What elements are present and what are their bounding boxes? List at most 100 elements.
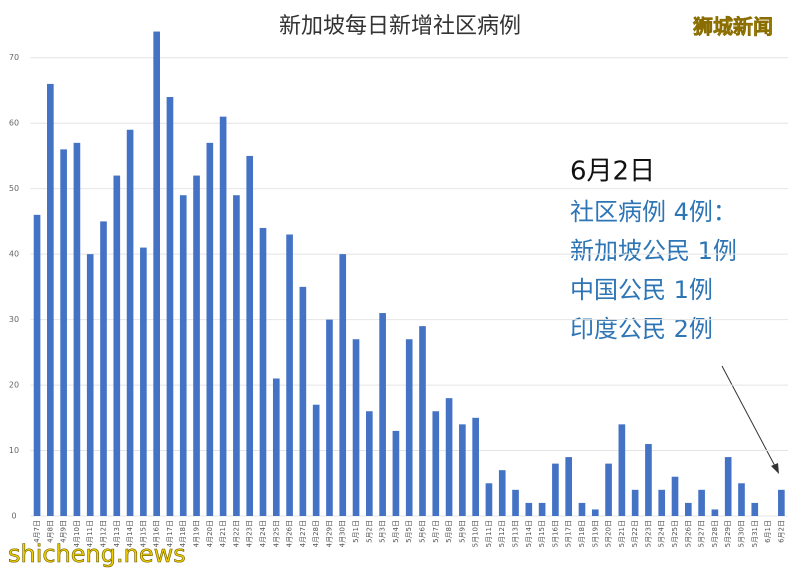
x-tick-label: 6月1日 <box>764 520 772 543</box>
bar <box>47 83 54 517</box>
bar <box>459 424 466 516</box>
bar <box>724 457 732 516</box>
bar <box>778 489 785 516</box>
bar <box>379 313 386 516</box>
bar <box>259 227 267 517</box>
bar <box>113 175 121 516</box>
bar <box>565 457 573 516</box>
bar <box>60 149 67 517</box>
x-tick-label: 6月2日 <box>777 520 785 543</box>
bar <box>512 489 519 516</box>
x-tick-label: 5月12日 <box>498 520 506 547</box>
annotation-date: 6月2日 <box>570 157 655 187</box>
annotation-line: 新加坡公民 1例 <box>570 237 737 265</box>
bar <box>286 234 293 516</box>
x-tick-label: 5月7日 <box>432 520 440 543</box>
chart-title: 新加坡每日新增社区病例 <box>279 14 521 39</box>
x-tick-label: 5月29日 <box>724 520 732 547</box>
bar <box>233 195 240 517</box>
bar <box>219 116 227 517</box>
x-tick-label: 4月7日 <box>33 520 41 543</box>
bar <box>206 142 214 516</box>
x-tick-label: 5月11日 <box>485 520 493 547</box>
bar <box>126 129 134 516</box>
bar <box>645 443 652 516</box>
x-tick-label: 5月28日 <box>711 520 719 547</box>
x-tick-label: 4月25日 <box>272 520 280 547</box>
annotation-line: 中国公民 1例 <box>570 276 713 304</box>
bar <box>445 398 453 516</box>
bar <box>73 142 81 516</box>
x-tick-label: 5月2日 <box>365 520 373 543</box>
x-tick-label: 5月15日 <box>538 520 546 547</box>
bar <box>33 214 41 516</box>
bar <box>751 502 759 516</box>
bar <box>166 97 174 516</box>
x-tick-label: 4月21日 <box>219 520 227 547</box>
x-tick-label: 5月21日 <box>618 520 626 547</box>
bar <box>711 509 719 516</box>
x-tick-label: 4月15日 <box>139 520 147 547</box>
bar <box>140 247 147 516</box>
bar <box>352 339 360 516</box>
bar <box>179 195 187 517</box>
y-tick-label: 60 <box>9 119 19 128</box>
arrow-head <box>771 463 779 474</box>
bar <box>498 470 506 516</box>
arrow <box>721 365 777 469</box>
bar <box>299 286 307 516</box>
bar <box>591 509 599 516</box>
y-tick-label: 50 <box>9 184 19 193</box>
bar <box>738 483 745 516</box>
y-tick-label: 70 <box>9 53 19 62</box>
bar <box>605 463 612 516</box>
annotation-line: 社区病例 4例： <box>570 198 737 226</box>
bar <box>658 489 666 516</box>
bar <box>419 326 426 516</box>
bar <box>578 502 586 516</box>
y-tick-label: 20 <box>9 381 19 390</box>
x-tick-label: 4月28日 <box>312 520 320 547</box>
x-tick-label: 4月18日 <box>179 520 187 547</box>
x-tick-label: 5月20日 <box>605 520 613 547</box>
x-tick-label: 4月19日 <box>193 520 201 547</box>
bar <box>684 502 692 516</box>
bar <box>392 430 400 516</box>
bar <box>100 221 107 516</box>
bar <box>326 319 333 516</box>
bar <box>525 502 533 516</box>
bar <box>272 378 280 516</box>
x-tick-label: 4月14日 <box>126 520 134 547</box>
bar <box>538 502 546 516</box>
bar <box>618 424 626 516</box>
bar <box>153 31 160 517</box>
x-tick-label: 5月14日 <box>525 520 533 547</box>
x-tick-label: 5月3日 <box>379 520 387 543</box>
bar <box>631 489 639 516</box>
y-tick-label: 10 <box>9 446 19 455</box>
y-tick-label: 0 <box>11 512 16 521</box>
x-tick-label: 5月13日 <box>512 520 520 547</box>
bar <box>405 339 413 516</box>
x-tick-label: 5月5日 <box>405 520 413 543</box>
x-tick-label: 4月26日 <box>286 520 294 547</box>
x-tick-label: 5月17日 <box>565 520 573 547</box>
bar <box>698 489 705 516</box>
x-tick-label: 4月30日 <box>339 520 347 547</box>
x-tick-label: 5月27日 <box>698 520 706 547</box>
x-tick-label: 4月16日 <box>153 520 161 547</box>
x-tick-label: 4月24日 <box>259 520 267 547</box>
bar <box>193 175 200 516</box>
x-tick-label: 5月23日 <box>644 520 652 547</box>
site-watermark: shicheng.news <box>8 540 186 568</box>
x-tick-label: 5月26日 <box>684 520 692 547</box>
x-tick-label: 5月31日 <box>751 520 759 547</box>
brand-watermark: 狮城新闻 <box>693 15 773 39</box>
bar <box>366 411 373 516</box>
y-tick-label: 40 <box>9 250 19 259</box>
bar <box>552 463 559 516</box>
x-tick-label: 4月12日 <box>100 520 108 547</box>
x-tick-label: 5月4日 <box>392 520 400 543</box>
